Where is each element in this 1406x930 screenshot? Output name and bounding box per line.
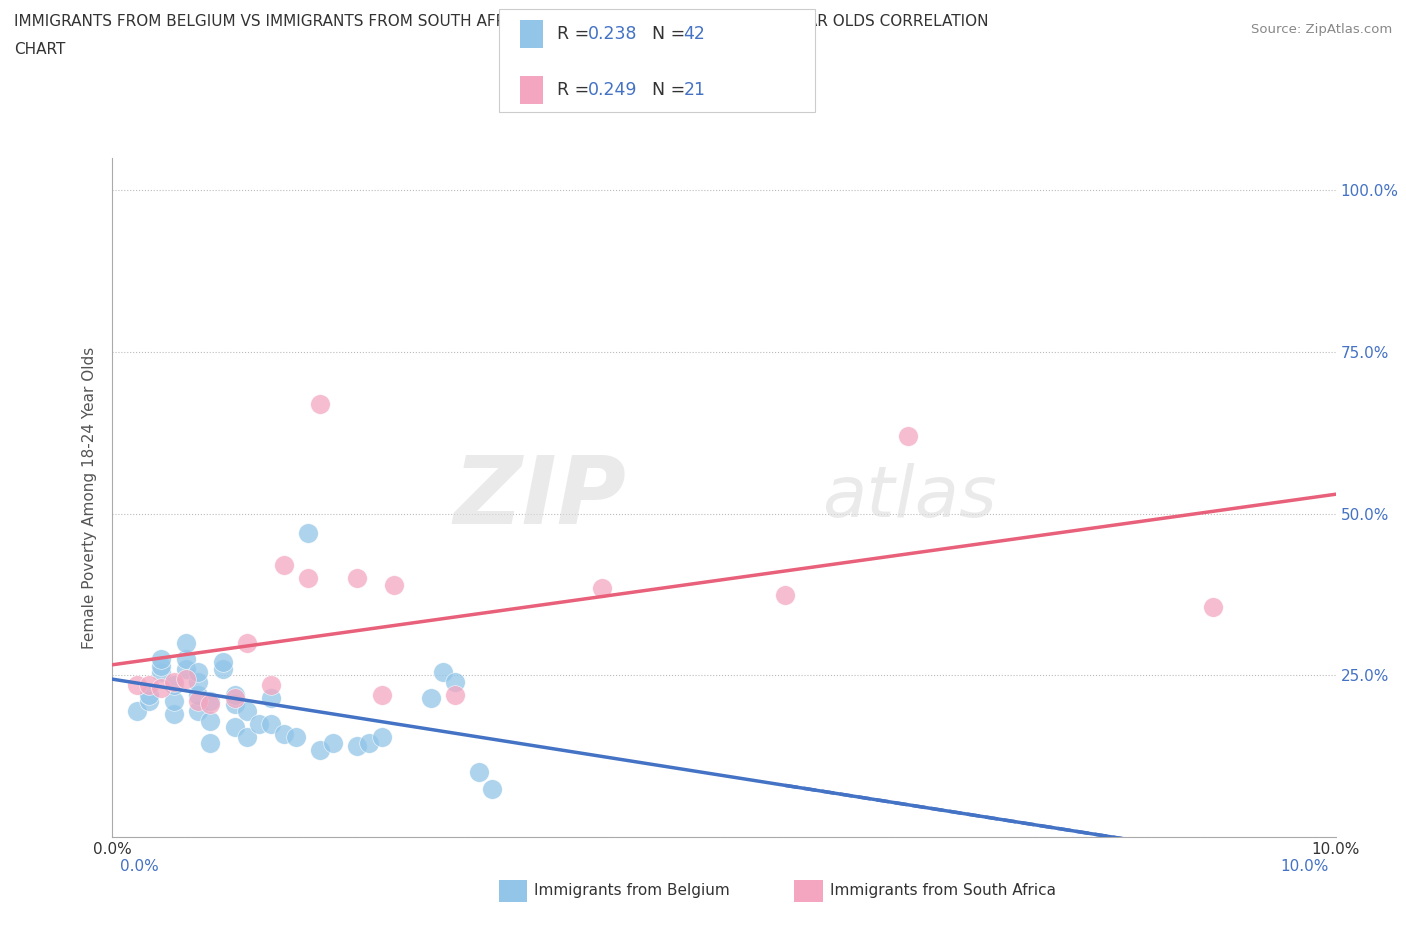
Point <box>200 694 222 709</box>
Point <box>200 713 222 728</box>
Point <box>775 587 797 602</box>
Point <box>224 687 246 702</box>
Point <box>163 674 186 689</box>
Point <box>346 571 368 586</box>
Point <box>174 671 197 686</box>
Text: ZIP: ZIP <box>453 452 626 543</box>
Point <box>247 716 270 731</box>
Point <box>273 558 295 573</box>
Point <box>174 635 197 650</box>
Text: N =: N = <box>641 81 690 100</box>
Point <box>125 703 148 718</box>
Point <box>260 691 283 706</box>
Text: 21: 21 <box>683 81 706 100</box>
Point <box>297 525 319 540</box>
Point <box>211 661 233 676</box>
Point <box>163 678 186 693</box>
Text: 0.249: 0.249 <box>588 81 637 100</box>
Point <box>481 781 503 796</box>
Point <box>1202 600 1225 615</box>
Point <box>187 694 209 709</box>
Point <box>346 739 368 754</box>
Point <box>187 687 209 702</box>
Point <box>444 674 467 689</box>
Text: Immigrants from South Africa: Immigrants from South Africa <box>830 884 1056 898</box>
Point <box>444 687 467 702</box>
Point <box>284 729 308 744</box>
Point <box>236 729 259 744</box>
Text: IMMIGRANTS FROM BELGIUM VS IMMIGRANTS FROM SOUTH AFRICA FEMALE POVERTY AMONG 18-: IMMIGRANTS FROM BELGIUM VS IMMIGRANTS FR… <box>14 14 988 29</box>
Y-axis label: Female Poverty Among 18-24 Year Olds: Female Poverty Among 18-24 Year Olds <box>82 347 97 649</box>
Point <box>224 697 246 711</box>
Point <box>370 687 392 702</box>
Point <box>236 703 259 718</box>
Point <box>309 396 332 411</box>
Text: Source: ZipAtlas.com: Source: ZipAtlas.com <box>1251 23 1392 36</box>
Point <box>163 694 186 709</box>
Point <box>150 652 173 667</box>
Point <box>260 678 283 693</box>
Point <box>174 661 197 676</box>
Point <box>163 707 186 722</box>
Point <box>359 736 381 751</box>
Point <box>200 736 222 751</box>
Point <box>432 665 454 680</box>
Text: R =: R = <box>557 81 595 100</box>
Point <box>897 429 920 444</box>
Point <box>138 694 160 709</box>
Point <box>260 716 283 731</box>
Text: 10.0%: 10.0% <box>1281 859 1329 874</box>
Text: atlas: atlas <box>823 463 997 532</box>
Text: 0.238: 0.238 <box>588 25 637 44</box>
Point <box>174 652 197 667</box>
Point <box>322 736 344 751</box>
Point <box>138 687 160 702</box>
Text: Immigrants from Belgium: Immigrants from Belgium <box>534 884 730 898</box>
Point <box>211 655 233 670</box>
Point <box>591 580 613 595</box>
Point <box>370 729 392 744</box>
Text: N =: N = <box>641 25 690 44</box>
Point <box>150 658 173 673</box>
Point <box>382 578 405 592</box>
Point <box>187 703 209 718</box>
Text: 0.0%: 0.0% <box>120 859 159 874</box>
Point <box>200 697 222 711</box>
Point <box>419 691 441 706</box>
Point <box>273 726 295 741</box>
Point <box>468 764 491 779</box>
Text: CHART: CHART <box>14 42 66 57</box>
Point <box>297 571 319 586</box>
Text: 42: 42 <box>683 25 706 44</box>
Point <box>236 635 259 650</box>
Point <box>224 720 246 735</box>
Point <box>150 681 173 696</box>
Point <box>150 665 173 680</box>
Point <box>309 742 332 757</box>
Point <box>224 691 246 706</box>
Text: R =: R = <box>557 25 595 44</box>
Point <box>138 678 160 693</box>
Point <box>187 665 209 680</box>
Point <box>125 678 148 693</box>
Point <box>187 674 209 689</box>
